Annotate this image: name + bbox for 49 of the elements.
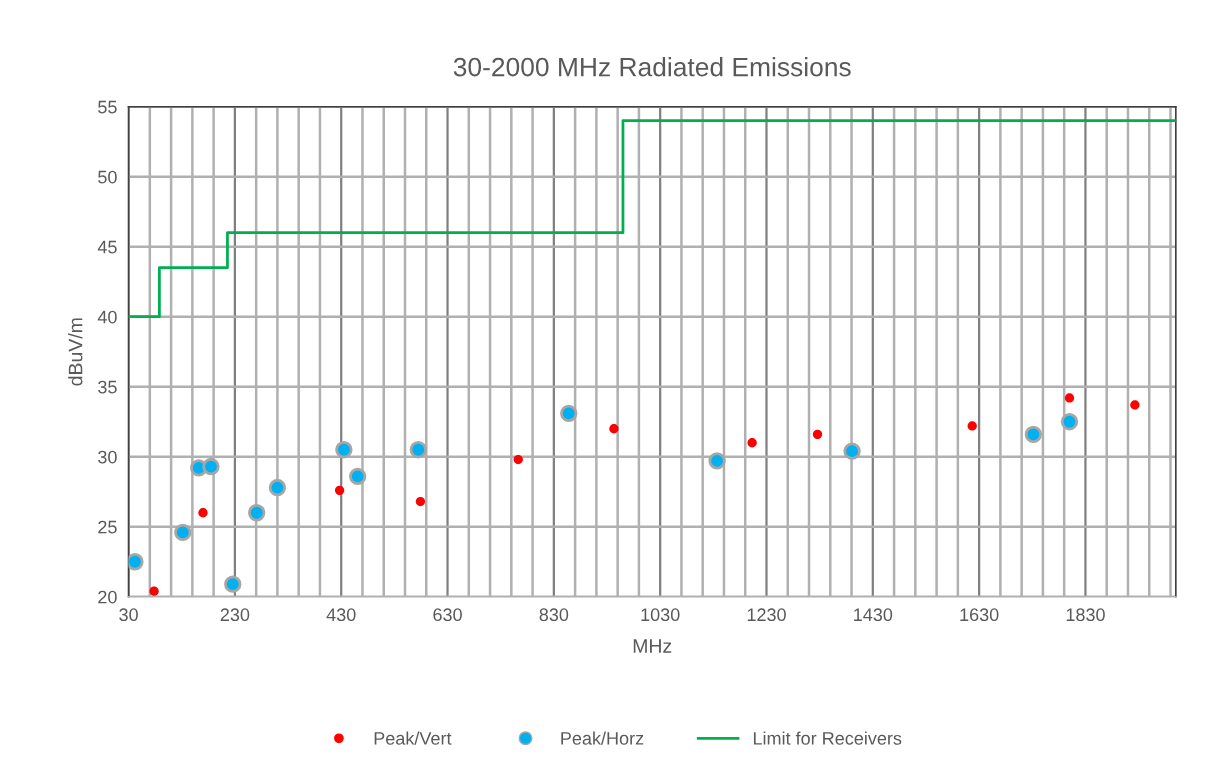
x-axis-title: MHz — [633, 639, 672, 653]
chart-title: 30-2000 MHz Radiated Emissions — [453, 57, 851, 77]
x-tick-label: 1430 — [854, 608, 893, 622]
point — [1060, 413, 1079, 431]
x-tick-label: 830 — [539, 608, 569, 622]
y-tick-label: 30 — [98, 450, 117, 464]
legend-label: Peak/Vert — [374, 731, 452, 745]
point — [1130, 400, 1140, 410]
point — [335, 441, 353, 459]
point — [708, 452, 726, 470]
point — [415, 496, 426, 507]
y-tick-label: 55 — [98, 100, 117, 114]
y-tick-label: 25 — [98, 520, 117, 534]
point — [198, 508, 208, 518]
x-tick-label: 1230 — [747, 608, 786, 622]
point — [747, 438, 757, 448]
x-tick-label: 630 — [433, 608, 462, 622]
point — [1024, 425, 1043, 444]
point — [349, 467, 367, 486]
x-tick-label: 1630 — [960, 608, 999, 622]
point — [268, 478, 287, 497]
x-tick-label: 430 — [326, 608, 356, 622]
y-axis-title: dBuV/m — [68, 318, 83, 386]
point — [334, 485, 345, 495]
point — [149, 586, 159, 596]
x-tick-label: 230 — [220, 608, 250, 622]
legend-label: Peak/Horz — [561, 731, 644, 745]
y-tick-label: 35 — [98, 380, 117, 394]
y-tick-label: 20 — [98, 590, 117, 604]
point — [202, 457, 220, 476]
point — [812, 429, 823, 439]
point — [224, 575, 242, 593]
legend-label: Limit for Receivers — [753, 731, 902, 745]
point — [248, 504, 266, 522]
point — [560, 404, 578, 423]
x-tick-label: 30 — [119, 608, 138, 622]
y-tick-label: 50 — [98, 170, 117, 184]
y-tick-label: 45 — [97, 240, 117, 254]
point — [513, 454, 523, 465]
point — [174, 523, 192, 542]
point — [409, 441, 427, 459]
x-tick-label: 1030 — [641, 608, 680, 622]
point — [843, 442, 861, 460]
point — [1064, 393, 1075, 403]
y-tick-label: 40 — [97, 310, 117, 324]
x-tick-label: 1830 — [1066, 608, 1105, 622]
point — [967, 421, 977, 431]
point — [609, 424, 619, 434]
point — [128, 553, 144, 571]
